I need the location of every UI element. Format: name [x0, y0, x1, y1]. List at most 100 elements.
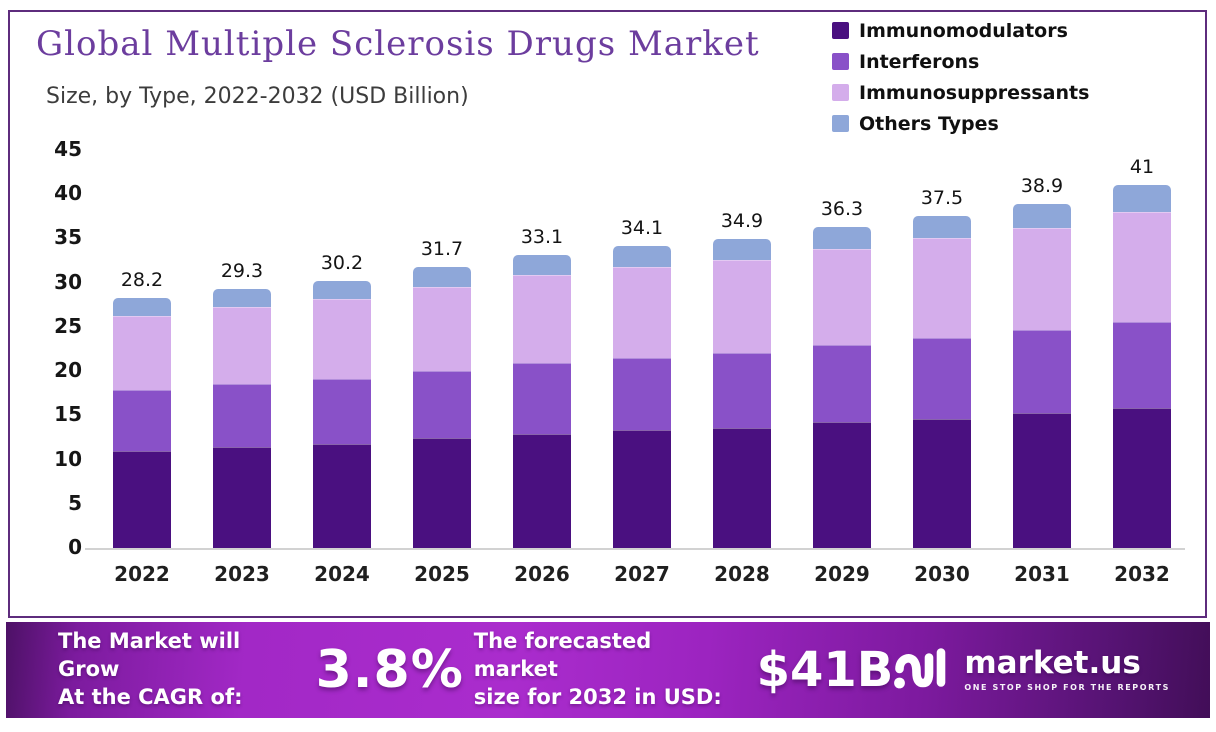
- legend-label: Others Types: [859, 112, 999, 135]
- forecast-label-line1: The forecasted market: [473, 629, 652, 682]
- bar-column-2027: 34.1: [593, 140, 692, 548]
- y-tick-40: 40: [54, 181, 82, 205]
- x-label-2024: 2024: [314, 562, 370, 586]
- bar-segment-2025-immunomodulators: [413, 438, 471, 548]
- x-label-2028: 2028: [714, 562, 770, 586]
- x-label-2026: 2026: [514, 562, 570, 586]
- bar-stack-2025: [413, 267, 471, 548]
- bar-segment-2026-others-types: [513, 255, 571, 275]
- bar-total-label-2024: 30.2: [320, 251, 364, 274]
- bar-segment-2027-immunomodulators: [613, 430, 671, 548]
- chart-subtitle: Size, by Type, 2022-2032 (USD Billion): [46, 84, 469, 109]
- forecast-label: The forecasted market size for 2032 in U…: [474, 628, 733, 711]
- bar-segment-2030-others-types: [913, 216, 971, 239]
- bar-segment-2031-interferons: [1013, 330, 1071, 414]
- bar-segment-2031-others-types: [1013, 203, 1071, 228]
- bar-segment-2023-immunosuppressants: [213, 307, 271, 385]
- bar-segment-2030-immunosuppressants: [913, 238, 971, 339]
- bar-segment-2028-immunosuppressants: [713, 260, 771, 354]
- x-label-2023: 2023: [214, 562, 270, 586]
- bar-segment-2027-others-types: [613, 246, 671, 267]
- bottom-banner: The Market will Grow At the CAGR of: 3.8…: [6, 622, 1210, 718]
- bar-column-2028: 34.9: [693, 140, 792, 548]
- bar-segment-2022-immunomodulators: [113, 450, 171, 548]
- bar-total-label-2031: 38.9: [1020, 174, 1064, 197]
- x-label-2030: 2030: [914, 562, 970, 586]
- bar-segment-2023-immunomodulators: [213, 447, 271, 548]
- bar-segment-2029-others-types: [813, 226, 871, 249]
- x-label-2027: 2027: [614, 562, 670, 586]
- bar-segment-2032-others-types: [1113, 185, 1171, 212]
- cagr-label-line1: The Market will Grow: [58, 629, 241, 682]
- bar-stack-2031: [1013, 203, 1071, 548]
- bar-segment-2025-interferons: [413, 371, 471, 439]
- bar-segment-2029-immunomodulators: [813, 422, 871, 548]
- bar-column-2031: 38.9: [993, 140, 1092, 548]
- x-label-2025: 2025: [414, 562, 470, 586]
- bar-segment-2029-interferons: [813, 345, 871, 423]
- legend-item-0: Immunomodulators: [832, 16, 1089, 45]
- bar-total-label-2030: 37.5: [920, 187, 964, 210]
- bar-segment-2022-others-types: [113, 298, 171, 317]
- brand-text: market.us ONE STOP SHOP FOR THE REPORTS: [964, 648, 1170, 693]
- marketus-logo-icon: [893, 644, 951, 696]
- y-tick-45: 45: [54, 136, 82, 161]
- bar-stack-2026: [513, 255, 571, 548]
- bar-segment-2028-others-types: [713, 239, 771, 261]
- legend-item-3: Others Types: [832, 109, 1089, 138]
- stacked-bars: 28.2 29.3 30.2 31.7 33.1 34.1 34.9 36.3 37.5 38.9…: [92, 140, 1192, 548]
- bar-total-label-2026: 33.1: [520, 226, 564, 249]
- cagr-label-line2: At the CAGR of:: [58, 684, 243, 709]
- y-tick-30: 30: [54, 269, 82, 294]
- bar-segment-2024-interferons: [313, 378, 371, 444]
- bar-stack-2024: [313, 280, 371, 548]
- bar-segment-2031-immunomodulators: [1013, 413, 1071, 548]
- legend-swatch-icon: [832, 115, 849, 132]
- bar-column-2023: 29.3: [193, 140, 292, 548]
- bar-column-2022: 28.2: [93, 140, 192, 548]
- bar-segment-2028-immunomodulators: [713, 427, 771, 548]
- chart-title: Global Multiple Sclerosis Drugs Market: [36, 24, 760, 64]
- bar-segment-2024-immunosuppressants: [313, 299, 371, 379]
- bar-segment-2024-others-types: [313, 280, 371, 300]
- bar-column-2032: 41: [1093, 140, 1192, 548]
- x-axis-line: [85, 548, 1185, 550]
- y-tick-25: 25: [54, 313, 82, 338]
- y-tick-5: 5: [68, 490, 82, 515]
- legend-label: Immunomodulators: [859, 19, 1068, 42]
- bar-stack-2028: [713, 239, 771, 548]
- y-tick-10: 10: [54, 446, 82, 471]
- brand-logo: market.us ONE STOP SHOP FOR THE REPORTS: [893, 644, 1170, 696]
- bar-column-2024: 30.2: [293, 140, 392, 548]
- bar-column-2029: 36.3: [793, 140, 892, 548]
- bar-segment-2029-immunosuppressants: [813, 248, 871, 346]
- bar-segment-2032-immunomodulators: [1113, 408, 1171, 548]
- bar-segment-2026-immunomodulators: [513, 433, 571, 548]
- bar-stack-2032: [1113, 185, 1171, 548]
- brand-tagline: ONE STOP SHOP FOR THE REPORTS: [964, 683, 1170, 692]
- legend-swatch-icon: [832, 22, 849, 39]
- y-tick-20: 20: [54, 358, 82, 382]
- y-tick-15: 15: [54, 402, 82, 427]
- bar-column-2025: 31.7: [393, 140, 492, 548]
- y-tick-0: 0: [68, 535, 82, 559]
- x-label-2022: 2022: [114, 562, 170, 586]
- legend-swatch-icon: [832, 53, 849, 70]
- bar-segment-2027-interferons: [613, 357, 671, 431]
- bar-stack-2023: [213, 288, 271, 548]
- cagr-label: The Market will Grow At the CAGR of:: [58, 628, 300, 711]
- bar-segment-2023-interferons: [213, 384, 271, 448]
- legend: Immunomodulators Interferons Immunosuppres…: [832, 16, 1089, 138]
- legend-item-1: Interferons: [832, 47, 1089, 76]
- bar-segment-2030-interferons: [913, 338, 971, 419]
- bar-stack-2027: [613, 246, 671, 548]
- bar-segment-2026-interferons: [513, 363, 571, 434]
- bar-total-label-2023: 29.3: [220, 259, 264, 282]
- bar-segment-2024-immunomodulators: [313, 443, 371, 548]
- bar-total-label-2029: 36.3: [820, 197, 864, 220]
- y-tick-35: 35: [54, 225, 82, 250]
- bar-total-label-2028: 34.9: [720, 210, 764, 233]
- forecast-value: $41B: [756, 642, 894, 698]
- legend-label: Interferons: [859, 50, 980, 73]
